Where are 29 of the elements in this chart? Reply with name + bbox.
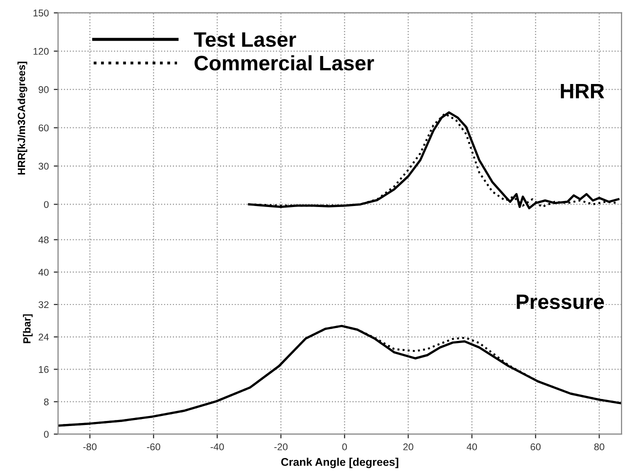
y-tick-label: 60 (38, 124, 49, 132)
annotation: HRR (560, 84, 604, 98)
y-tick-label: 48 (38, 236, 49, 244)
y-axis-title: P[bar] (22, 314, 33, 344)
x-tick-label: -60 (146, 443, 160, 450)
legend-label: Commercial Laser (194, 55, 374, 70)
x-tick-label: 20 (403, 443, 414, 450)
x-tick-label: 60 (530, 443, 541, 450)
x-tick-label: 80 (594, 443, 604, 450)
y-tick-label: 16 (38, 366, 49, 373)
annotation: Pressure (516, 294, 604, 310)
x-tick-label: -20 (274, 443, 288, 450)
y-tick-label: 0 (44, 430, 49, 438)
x-tick-label: 40 (466, 443, 477, 450)
y-tick-label: 120 (34, 48, 49, 55)
x-tick-label: -80 (83, 443, 97, 450)
y-tick-label: 150 (34, 10, 49, 16)
legend-label: Test Laser (194, 32, 296, 47)
y-tick-label: 8 (44, 398, 49, 406)
x-axis-title: Crank Angle [degrees] (281, 458, 398, 468)
x-tick-label: 0 (342, 443, 347, 450)
y-tick-label: 32 (38, 301, 49, 308)
y-axis-title: HRR[kJ/m3CAdegrees] (17, 62, 28, 174)
y-tick-label: 0 (44, 201, 49, 208)
x-tick-label: -40 (210, 443, 224, 450)
y-tick-label: 90 (38, 86, 49, 94)
y-tick-label: 30 (38, 162, 49, 170)
y-tick-label: 40 (38, 268, 49, 276)
y-tick-label: 24 (38, 334, 49, 340)
